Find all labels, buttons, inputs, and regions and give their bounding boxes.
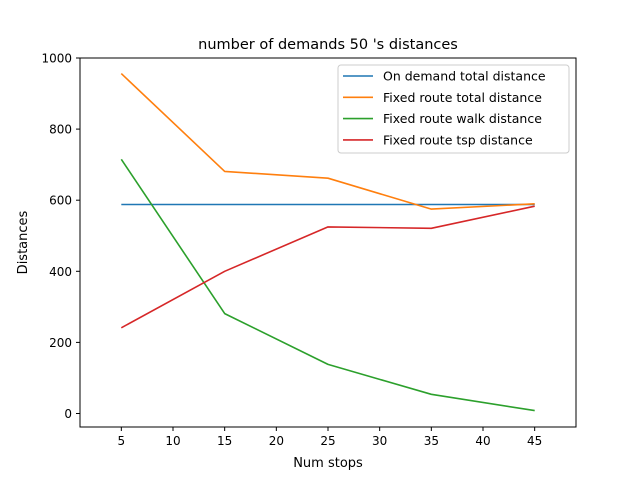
x-tick-label: 5 (118, 434, 126, 448)
y-tick-label: 0 (64, 407, 72, 421)
x-tick-label: 40 (475, 434, 490, 448)
series-line-2 (120, 73, 535, 210)
series-line-4 (120, 205, 535, 329)
x-tick-label: 45 (527, 434, 542, 448)
y-axis-ticks: 0 200 400 600 800 1000 (41, 52, 80, 421)
legend-label: On demand total distance (383, 69, 546, 84)
series-line-3 (120, 158, 535, 412)
x-axis-label: Num stops (293, 456, 363, 471)
y-tick-label: 400 (49, 265, 72, 279)
y-tick-label: 600 (49, 194, 72, 208)
y-axis-label: Distances (16, 210, 31, 274)
legend-label: Fixed route walk distance (383, 111, 542, 126)
x-tick-label: 10 (165, 434, 180, 448)
y-tick-label: 800 (49, 123, 72, 137)
x-tick-label: 20 (269, 434, 284, 448)
x-tick-label: 35 (424, 434, 439, 448)
plot-lines (120, 73, 535, 412)
legend-box (337, 64, 570, 154)
legend-label: Fixed route total distance (383, 90, 542, 105)
y-tick-label: 1000 (41, 52, 72, 66)
x-tick-label: 25 (320, 434, 335, 448)
y-tick-label: 200 (49, 336, 72, 350)
x-tick-label: 15 (217, 434, 232, 448)
legend-label: Fixed route tsp distance (383, 132, 533, 147)
chart-title: number of demands 50 's distances (198, 37, 458, 53)
legend: On demand total distance Fixed route tota… (337, 64, 570, 154)
x-tick-label: 30 (372, 434, 387, 448)
x-axis-ticks: 5 10 15 20 25 30 35 40 45 (118, 427, 542, 448)
